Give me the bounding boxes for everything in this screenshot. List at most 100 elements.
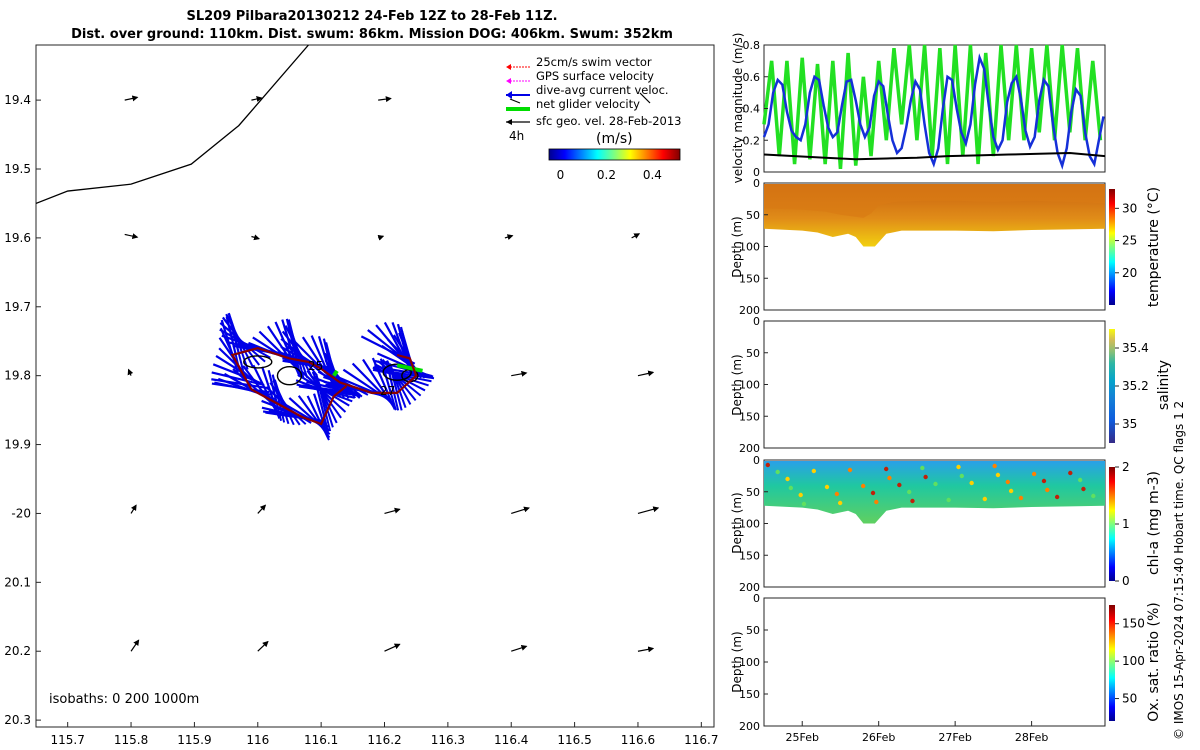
current-vector [212, 363, 245, 378]
time-tick-label: 26Feb [862, 731, 895, 744]
chl-panel: 0 50 100 150 200 Depth (m) 0 1 2 chl-a (mg m-3… [730, 454, 1162, 594]
map-x-tick-label: 116.5 [557, 733, 591, 747]
geo-vector [384, 507, 401, 515]
legend-gps-label: GPS surface velocity [536, 69, 654, 83]
salinity-axes-box [763, 320, 1106, 449]
current-vector [396, 392, 403, 411]
chl-sample [1008, 488, 1014, 494]
current-vector [273, 379, 285, 407]
salinity-y-ticks: 0 50 100 150 200 [739, 315, 768, 455]
legend-gps-arrowhead [506, 78, 511, 84]
temp-tick-label: 0 [753, 177, 760, 190]
chl-sample [811, 468, 817, 474]
chl-colorbar-label: chl-a (mg m-3) [1146, 471, 1162, 575]
chl-tick-label: 50 [746, 486, 760, 499]
map-x-ticks: 115.7 115.8 115.9 116 116.1 116.2 116.3 116.4 11… [51, 722, 719, 747]
map-x-tick-label: 116.6 [621, 733, 655, 747]
current-vector [335, 394, 353, 403]
day-label-27: 27 [380, 384, 395, 398]
salinity-panel: 0 50 100 150 200 Depth (m) 35 35.2 35.4 salini… [730, 315, 1172, 455]
chl-sample [956, 464, 961, 470]
current-vector [247, 350, 260, 366]
salinity-colorbar [1109, 329, 1115, 443]
chl-sample [1005, 479, 1011, 485]
time-x-ticks: 25Feb 26Feb 27Feb 28Feb [785, 721, 1048, 744]
geo-vector [631, 233, 641, 239]
current-vector [406, 383, 422, 397]
legend-net-label: net glider velocity [536, 97, 640, 111]
temperature-y-ticks: 0 50 100 150 200 [739, 177, 768, 317]
map-axes-box [35, 44, 715, 728]
oxygen-axes-box [763, 597, 1106, 727]
speed-colorbar [548, 148, 681, 161]
sal-tick-label: 200 [739, 442, 760, 455]
velocity-tick-label: 0.6 [743, 71, 761, 84]
map-y-tick-label: 19.7 [4, 300, 31, 314]
salinity-colorbar-label: salinity [1156, 360, 1172, 410]
current-vector [246, 379, 265, 386]
colorbar-tick-label: 100 [1122, 654, 1145, 668]
map-y-tick-label: 19.9 [4, 438, 31, 452]
velocity-ylabel: velocity magnitude (m/s) [731, 33, 745, 184]
dive-loop [382, 363, 412, 381]
map-legend: 25cm/s swim vector GPS surface velocity … [506, 55, 682, 182]
velocity-series [762, 44, 1106, 170]
map-y-tick-label: 19.5 [4, 162, 31, 176]
current-vector [211, 371, 247, 382]
temperature-colorbar [1109, 189, 1115, 305]
legend-swim-arrowhead [506, 64, 511, 70]
velocity-line-geo [763, 151, 1106, 161]
chl-sample [788, 485, 794, 491]
sal-tick-label: 0 [753, 315, 760, 328]
geo-vector [377, 234, 385, 241]
chl-sample [946, 497, 951, 503]
geo-vector [257, 504, 267, 514]
map-y-tick-label: 19.6 [4, 231, 31, 245]
current-vector [271, 374, 282, 406]
current-vector [399, 326, 410, 359]
chl-sample [887, 475, 892, 481]
chl-sample [910, 498, 915, 504]
dive-loop [243, 355, 273, 369]
chl-sample [933, 481, 938, 487]
legend-time-label: 4h [509, 129, 524, 143]
geo-vector [384, 643, 401, 652]
surface-geostrophic-vectors [124, 95, 660, 653]
temperature-depth-label: Depth (m) [730, 216, 744, 277]
isobaths-label: isobaths: 0 200 1000m [49, 692, 199, 707]
geo-vector [511, 644, 528, 652]
chl-sample [982, 496, 988, 502]
current-vector [211, 382, 252, 391]
colorbar-tick-label: 1 [1122, 517, 1130, 531]
map-y-tick-label: -20 [11, 506, 31, 520]
chl-sample [992, 463, 997, 469]
chl-depth-label: Depth (m) [730, 492, 744, 553]
current-vector [288, 409, 301, 426]
chl-tick-label: 0 [753, 454, 760, 467]
chl-sample [1054, 494, 1060, 500]
current-vector [326, 409, 334, 428]
temp-tick-label: 150 [739, 272, 760, 285]
geo-vector [124, 233, 139, 240]
geo-vector [511, 370, 528, 377]
current-vector [301, 336, 327, 373]
oxy-tick-label: 100 [739, 656, 760, 669]
net-glider-velocity [332, 369, 339, 377]
oxygen-depth-label: Depth (m) [730, 631, 744, 692]
current-vector [360, 335, 400, 357]
oxy-tick-label: 200 [739, 720, 760, 733]
current-vector [312, 393, 324, 421]
current-vector [408, 381, 426, 392]
current-vector [282, 406, 290, 425]
chl-sample [995, 472, 1001, 478]
current-vector [391, 321, 407, 358]
temperature-panel: 0 50 100 150 200 Depth (m) 20 25 30 temperatur… [730, 177, 1162, 317]
map-y-tick-label: 19.8 [4, 369, 31, 383]
geo-vector [378, 96, 392, 103]
velocity-line-speed_blue [762, 53, 1105, 170]
figure-title-line-1: SL209 Pilbara20130212 24-Feb 12Z to 28-F… [186, 9, 558, 24]
sal-tick-label: 50 [746, 347, 760, 360]
speed-colorbar-tick-label: 0.4 [643, 168, 662, 182]
legend-geo-arrowhead [506, 119, 512, 125]
velocity-tick-label: 0 [753, 166, 760, 179]
